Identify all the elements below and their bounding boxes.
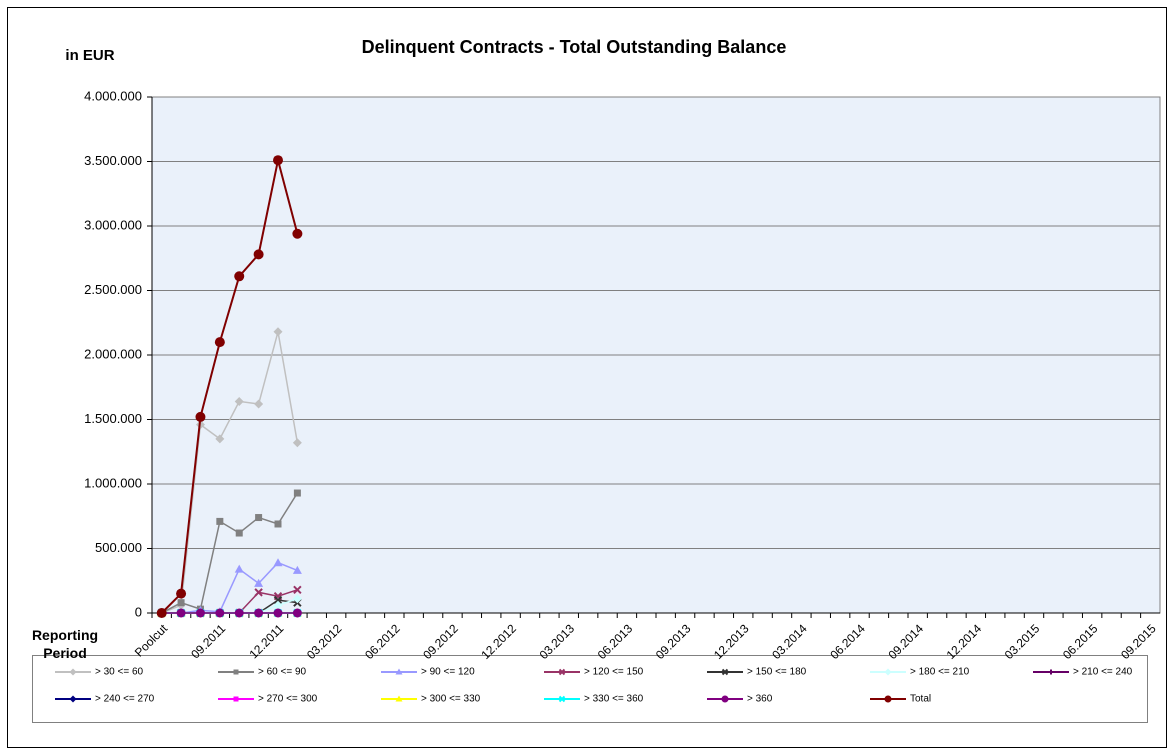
legend-label: > 120 <= 150	[584, 667, 644, 678]
legend-item: > 210 <= 240	[1033, 667, 1133, 678]
legend-label: > 300 <= 330	[421, 694, 481, 705]
legend-item: > 90 <= 120	[381, 667, 475, 678]
legend-box	[32, 655, 1148, 723]
marker	[273, 595, 283, 605]
marker	[233, 696, 239, 702]
marker	[293, 489, 301, 497]
legend-item: > 300 <= 330	[381, 694, 481, 705]
marker	[292, 438, 302, 448]
series-line	[161, 331, 299, 614]
marker	[255, 514, 263, 522]
legend-item: > 180 <= 210	[870, 667, 970, 678]
marker	[195, 411, 206, 422]
marker	[558, 695, 566, 703]
marker	[293, 585, 302, 594]
legend-item: > 30 <= 60	[55, 667, 144, 678]
marker	[177, 599, 185, 607]
legend-item: > 270 <= 300	[218, 694, 318, 705]
legend-item: > 150 <= 180	[707, 667, 807, 678]
y-tick-label: 2.500.000	[84, 282, 142, 297]
legend-label: > 360	[747, 694, 773, 705]
legend-label: Total	[910, 694, 931, 705]
legend-item: > 240 <= 270	[55, 694, 155, 705]
chart-title: Delinquent Contracts - Total Outstanding…	[362, 37, 787, 57]
legend-item: > 60 <= 90	[218, 667, 307, 678]
legend-label: > 270 <= 300	[258, 694, 318, 705]
marker	[273, 558, 283, 567]
marker	[273, 327, 283, 337]
marker	[253, 249, 264, 260]
marker	[156, 608, 167, 618]
marker	[273, 155, 283, 166]
marker	[254, 608, 264, 618]
y-tick-label: 3.000.000	[84, 217, 142, 232]
legend-label: > 90 <= 120	[421, 667, 475, 678]
y-tick-label: 1.000.000	[84, 475, 142, 490]
marker	[273, 608, 283, 618]
legend-label: > 240 <= 270	[95, 694, 155, 705]
marker	[233, 669, 239, 675]
marker	[69, 695, 77, 703]
marker	[884, 695, 892, 703]
marker	[215, 608, 225, 618]
marker	[216, 517, 224, 525]
series-line	[160, 159, 299, 614]
marker	[254, 578, 264, 587]
legend-item: Total	[870, 694, 931, 705]
marker	[254, 399, 264, 409]
marker	[292, 608, 302, 618]
x-axis-label: Reporting Period	[32, 627, 98, 661]
marker	[69, 668, 77, 676]
marker	[558, 668, 566, 676]
legend-item: > 120 <= 150	[544, 667, 644, 678]
y-tick-label: 0	[135, 604, 142, 619]
marker	[292, 228, 303, 239]
marker	[721, 695, 729, 703]
marker	[292, 565, 302, 574]
legend-item: > 360	[707, 694, 773, 705]
y-tick-label: 4.000.000	[84, 88, 142, 103]
y-tick-label: 500.000	[95, 540, 142, 555]
marker	[214, 337, 225, 348]
marker	[1048, 669, 1054, 675]
marker	[721, 668, 729, 676]
marker	[234, 564, 244, 573]
legend-item: > 330 <= 360	[544, 694, 644, 705]
legend-label: > 210 <= 240	[1073, 667, 1133, 678]
y-tick-label: 3.500.000	[84, 153, 142, 168]
marker	[292, 594, 302, 604]
marker	[235, 529, 243, 537]
legend-label: > 330 <= 360	[584, 694, 644, 705]
legend-label: > 180 <= 210	[910, 667, 970, 678]
legend-label: > 60 <= 90	[258, 667, 307, 678]
marker	[884, 668, 892, 676]
marker	[195, 608, 205, 618]
marker	[234, 608, 244, 618]
y-axis-label: in EUR	[65, 47, 114, 64]
marker	[234, 396, 244, 406]
marker	[274, 520, 282, 528]
marker	[176, 588, 187, 599]
legend-label: > 30 <= 60	[95, 667, 144, 678]
legend-label: > 150 <= 180	[747, 667, 807, 678]
marker	[395, 668, 403, 675]
marker	[273, 600, 283, 610]
marker	[254, 588, 263, 597]
marker	[395, 695, 403, 702]
marker	[215, 434, 225, 444]
marker	[234, 271, 245, 282]
y-tick-label: 1.500.000	[84, 411, 142, 426]
marker	[176, 608, 186, 618]
y-tick-label: 2.000.000	[84, 346, 142, 361]
